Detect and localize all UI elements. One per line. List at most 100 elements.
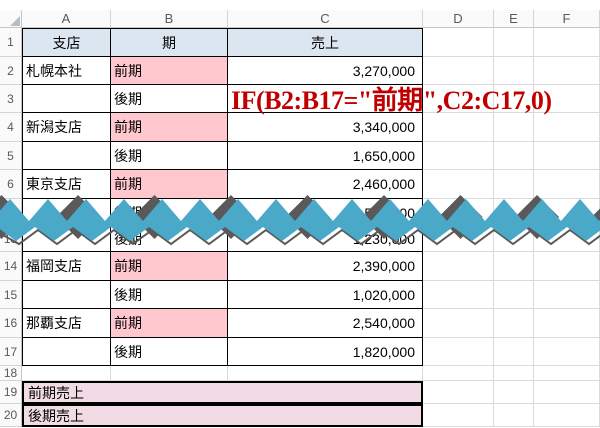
cell-E20[interactable] xyxy=(494,404,534,427)
cell-D1[interactable] xyxy=(423,28,494,57)
row-header-1[interactable]: 1 xyxy=(0,28,22,57)
cell-B15[interactable]: 後期 xyxy=(111,281,228,309)
cell-F15[interactable] xyxy=(534,281,600,309)
cell-C5[interactable]: 1,650,000 xyxy=(228,142,423,170)
cell-E5[interactable] xyxy=(494,142,534,170)
cell-F5[interactable] xyxy=(534,142,600,170)
cell-F14[interactable] xyxy=(534,252,600,281)
cell-C16[interactable]: 2,540,000 xyxy=(228,309,423,338)
cell-B1[interactable]: 期 xyxy=(111,28,228,57)
row-header-6[interactable]: 6 xyxy=(0,170,22,199)
cell-E4[interactable] xyxy=(494,113,534,142)
row-header-19[interactable]: 19 xyxy=(0,381,22,404)
cell-D18[interactable] xyxy=(423,366,494,381)
cell-E17[interactable] xyxy=(494,338,534,366)
cell-F16[interactable] xyxy=(534,309,600,338)
cell-A13[interactable] xyxy=(22,227,111,252)
row-header-7[interactable]: 7 xyxy=(0,199,22,227)
col-header-E[interactable]: E xyxy=(494,10,534,28)
cell-B4[interactable]: 前期 xyxy=(111,113,228,142)
col-header-F[interactable]: F xyxy=(534,10,600,28)
cell-A18[interactable] xyxy=(22,366,111,381)
cell-A2[interactable]: 札幌本社 xyxy=(22,57,111,85)
cell-E13[interactable] xyxy=(494,227,534,252)
cell-E15[interactable] xyxy=(494,281,534,309)
cell-C4[interactable]: 3,340,000 xyxy=(228,113,423,142)
cell-A5[interactable] xyxy=(22,142,111,170)
cell-E16[interactable] xyxy=(494,309,534,338)
cell-F7[interactable] xyxy=(534,199,600,227)
cell-D13[interactable] xyxy=(423,227,494,252)
row-header-4[interactable]: 4 xyxy=(0,113,22,142)
cell-D5[interactable] xyxy=(423,142,494,170)
cell-F4[interactable] xyxy=(534,113,600,142)
cell-C7[interactable]: 1,520,000 xyxy=(228,199,423,227)
cell-F2[interactable] xyxy=(534,57,600,85)
cell-E6[interactable] xyxy=(494,170,534,199)
cell-D17[interactable] xyxy=(423,338,494,366)
cell-E2[interactable] xyxy=(494,57,534,85)
cell-D16[interactable] xyxy=(423,309,494,338)
cell-A1[interactable]: 支店 xyxy=(22,28,111,57)
cell-B3[interactable]: 後期 xyxy=(111,85,228,113)
cell-F1[interactable] xyxy=(534,28,600,57)
cell-C1[interactable]: 売上 xyxy=(228,28,423,57)
cell-B5[interactable]: 後期 xyxy=(111,142,228,170)
row-header-13[interactable]: 13 xyxy=(0,227,22,252)
cell-A15[interactable] xyxy=(22,281,111,309)
cell-F18[interactable] xyxy=(534,366,600,381)
cell-E18[interactable] xyxy=(494,366,534,381)
cell-D2[interactable] xyxy=(423,57,494,85)
cell-A7[interactable] xyxy=(22,199,111,227)
cell-E19[interactable] xyxy=(494,381,534,404)
select-all-corner[interactable] xyxy=(0,10,22,28)
cell-A6[interactable]: 東京支店 xyxy=(22,170,111,199)
row-header-15[interactable]: 15 xyxy=(0,281,22,309)
cell-A14[interactable]: 福岡支店 xyxy=(22,252,111,281)
cell-D4[interactable] xyxy=(423,113,494,142)
cell-E7[interactable] xyxy=(494,199,534,227)
cell-E1[interactable] xyxy=(494,28,534,57)
cell-B13[interactable]: 後期 xyxy=(111,227,228,252)
cell-C15[interactable]: 1,020,000 xyxy=(228,281,423,309)
cell-D14[interactable] xyxy=(423,252,494,281)
row-header-5[interactable]: 5 xyxy=(0,142,22,170)
cell-A4[interactable]: 新潟支店 xyxy=(22,113,111,142)
cell-C6[interactable]: 2,460,000 xyxy=(228,170,423,199)
col-header-B[interactable]: B xyxy=(111,10,228,28)
row-header-18[interactable]: 18 xyxy=(0,366,22,381)
cell-merged-A20[interactable]: 後期売上 xyxy=(22,404,423,427)
cell-B16[interactable]: 前期 xyxy=(111,309,228,338)
cell-B7[interactable]: 後期 xyxy=(111,199,228,227)
cell-B17[interactable]: 後期 xyxy=(111,338,228,366)
row-header-14[interactable]: 14 xyxy=(0,252,22,281)
cell-F19[interactable] xyxy=(534,381,600,404)
cell-F13[interactable] xyxy=(534,227,600,252)
row-header-20[interactable]: 20 xyxy=(0,404,22,427)
col-header-A[interactable]: A xyxy=(22,10,111,28)
cell-F17[interactable] xyxy=(534,338,600,366)
cell-A16[interactable]: 那覇支店 xyxy=(22,309,111,338)
cell-C3[interactable] xyxy=(228,85,423,113)
cell-B6[interactable]: 前期 xyxy=(111,170,228,199)
cell-B14[interactable]: 前期 xyxy=(111,252,228,281)
col-header-D[interactable]: D xyxy=(423,10,494,28)
cell-D6[interactable] xyxy=(423,170,494,199)
cell-C14[interactable]: 2,390,000 xyxy=(228,252,423,281)
cell-A3[interactable] xyxy=(22,85,111,113)
cell-D15[interactable] xyxy=(423,281,494,309)
cell-B18[interactable] xyxy=(111,366,228,381)
cell-E14[interactable] xyxy=(494,252,534,281)
cell-C13[interactable]: 1,230,000 xyxy=(228,227,423,252)
row-header-2[interactable]: 2 xyxy=(0,57,22,85)
cell-C2[interactable]: 3,270,000 xyxy=(228,57,423,85)
cell-C18[interactable] xyxy=(228,366,423,381)
cell-D7[interactable] xyxy=(423,199,494,227)
cell-D19[interactable] xyxy=(423,381,494,404)
cell-B2[interactable]: 前期 xyxy=(111,57,228,85)
cell-A17[interactable] xyxy=(22,338,111,366)
cell-D20[interactable] xyxy=(423,404,494,427)
cell-merged-A19[interactable]: 前期売上 xyxy=(22,381,423,404)
row-header-16[interactable]: 16 xyxy=(0,309,22,338)
cell-E3[interactable] xyxy=(494,85,534,113)
